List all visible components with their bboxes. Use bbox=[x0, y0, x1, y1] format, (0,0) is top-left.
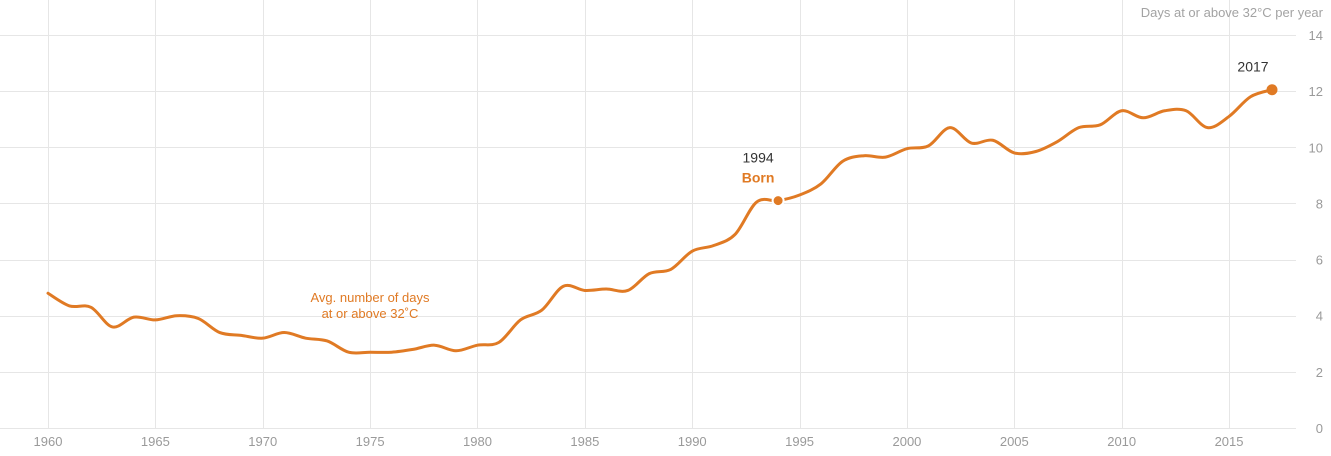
grid-lines bbox=[0, 0, 1296, 429]
born-marker bbox=[771, 194, 785, 208]
series-label-line1: Avg. number of days bbox=[311, 290, 430, 305]
series-line bbox=[46, 88, 1274, 355]
x-tick-label: 1970 bbox=[248, 434, 277, 449]
x-tick-label: 2000 bbox=[892, 434, 921, 449]
y-tick-label: 12 bbox=[1309, 84, 1323, 99]
end-year-label: 2017 bbox=[1237, 59, 1268, 75]
x-tick-label: 1965 bbox=[141, 434, 170, 449]
x-tick-label: 1980 bbox=[463, 434, 492, 449]
y-tick-label: 6 bbox=[1316, 253, 1323, 268]
series-label-line2: at or above 32˚C bbox=[322, 306, 419, 321]
y-tick-label: 10 bbox=[1309, 140, 1323, 155]
x-tick-label: 1985 bbox=[570, 434, 599, 449]
x-tick-label: 2005 bbox=[1000, 434, 1029, 449]
end-marker bbox=[1266, 84, 1278, 96]
born-year-label: 1994 bbox=[743, 150, 774, 166]
y-axis-label: Days at or above 32°C per year bbox=[1141, 5, 1324, 20]
x-tick-label: 2015 bbox=[1215, 434, 1244, 449]
x-tick-label: 2010 bbox=[1107, 434, 1136, 449]
y-tick-label: 2 bbox=[1316, 365, 1323, 380]
y-axis-ticks: 0 2 4 6 8 10 12 14 bbox=[1309, 28, 1323, 436]
x-tick-label: 1975 bbox=[356, 434, 385, 449]
y-tick-label: 14 bbox=[1309, 28, 1323, 43]
y-tick-label: 0 bbox=[1316, 421, 1323, 436]
y-tick-label: 8 bbox=[1316, 196, 1323, 211]
x-tick-label: 1990 bbox=[678, 434, 707, 449]
x-axis-ticks: 1960 1965 1970 1975 1980 1985 1990 1995 2000 2005… bbox=[34, 434, 1244, 449]
born-label: Born bbox=[742, 170, 775, 186]
x-tick-label: 1995 bbox=[785, 434, 814, 449]
y-tick-label: 4 bbox=[1316, 309, 1323, 324]
x-tick-label: 1960 bbox=[34, 434, 63, 449]
